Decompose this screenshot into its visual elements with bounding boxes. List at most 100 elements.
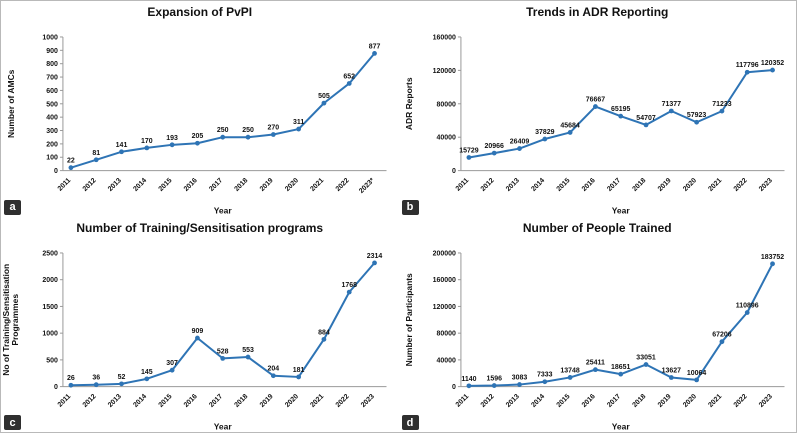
svg-text:553: 553 bbox=[242, 347, 254, 354]
svg-text:2016: 2016 bbox=[183, 177, 199, 193]
svg-text:2014: 2014 bbox=[530, 392, 546, 408]
svg-text:2011: 2011 bbox=[454, 177, 470, 193]
svg-text:300: 300 bbox=[46, 128, 58, 135]
svg-text:877: 877 bbox=[369, 43, 381, 50]
svg-text:1140: 1140 bbox=[461, 375, 476, 382]
svg-text:200: 200 bbox=[46, 141, 58, 148]
svg-text:505: 505 bbox=[318, 93, 330, 100]
svg-text:145: 145 bbox=[141, 368, 153, 375]
svg-text:1000: 1000 bbox=[42, 330, 58, 337]
svg-text:10064: 10064 bbox=[686, 369, 706, 376]
svg-text:2011: 2011 bbox=[57, 392, 73, 408]
svg-text:26: 26 bbox=[67, 375, 75, 382]
svg-text:600: 600 bbox=[46, 88, 58, 95]
svg-text:2022: 2022 bbox=[335, 177, 351, 193]
svg-text:80000: 80000 bbox=[436, 101, 456, 108]
svg-text:117796: 117796 bbox=[735, 62, 758, 69]
svg-text:2018: 2018 bbox=[234, 392, 250, 408]
svg-text:110896: 110896 bbox=[735, 302, 758, 309]
svg-text:54707: 54707 bbox=[636, 115, 656, 122]
panel-letter-c: c bbox=[4, 415, 21, 430]
svg-text:71233: 71233 bbox=[712, 101, 732, 108]
svg-text:160000: 160000 bbox=[432, 277, 455, 284]
svg-text:25411: 25411 bbox=[585, 359, 604, 366]
panel-letter-d: d bbox=[401, 415, 419, 430]
svg-text:270: 270 bbox=[268, 125, 280, 132]
svg-text:2014: 2014 bbox=[132, 392, 148, 408]
svg-text:0: 0 bbox=[54, 168, 58, 175]
svg-text:193: 193 bbox=[166, 135, 178, 142]
svg-text:2018: 2018 bbox=[631, 392, 647, 408]
svg-text:183752: 183752 bbox=[760, 253, 783, 260]
svg-text:57923: 57923 bbox=[686, 112, 706, 119]
svg-text:204: 204 bbox=[268, 365, 280, 372]
svg-text:2023: 2023 bbox=[360, 392, 376, 408]
svg-text:2013: 2013 bbox=[504, 392, 520, 408]
svg-text:307: 307 bbox=[166, 360, 178, 367]
chart-title-c: Number of Training/Sensitisation program… bbox=[76, 220, 324, 235]
svg-text:2023*: 2023* bbox=[358, 177, 376, 195]
svg-text:909: 909 bbox=[192, 328, 204, 335]
svg-text:2016: 2016 bbox=[183, 392, 199, 408]
svg-text:2023: 2023 bbox=[758, 392, 774, 408]
svg-text:2021: 2021 bbox=[309, 177, 325, 193]
svg-text:2012: 2012 bbox=[82, 392, 98, 408]
svg-text:2016: 2016 bbox=[580, 392, 596, 408]
svg-text:2014: 2014 bbox=[530, 177, 546, 193]
chart-title-a: Expansion of PvPI bbox=[147, 5, 253, 19]
svg-text:2019: 2019 bbox=[259, 177, 275, 193]
svg-text:22: 22 bbox=[67, 158, 75, 165]
svg-text:2023: 2023 bbox=[758, 177, 774, 193]
svg-text:Year: Year bbox=[214, 206, 233, 216]
chart-title-b: Trends in ADR Reporting bbox=[526, 5, 669, 19]
svg-text:65195: 65195 bbox=[611, 106, 631, 113]
svg-text:2021: 2021 bbox=[707, 177, 723, 193]
svg-text:2015: 2015 bbox=[555, 177, 571, 193]
svg-text:1596: 1596 bbox=[486, 375, 502, 382]
svg-text:900: 900 bbox=[46, 48, 58, 55]
svg-text:205: 205 bbox=[192, 133, 204, 140]
svg-text:2021: 2021 bbox=[309, 392, 325, 408]
panel-d: Number of People Trained 0 40000 80000 1200… bbox=[399, 217, 797, 433]
svg-text:2020: 2020 bbox=[682, 177, 698, 193]
svg-text:No of Training/SensitisationPr: No of Training/SensitisationProgrammes bbox=[1, 263, 20, 375]
svg-text:Year: Year bbox=[611, 206, 630, 216]
svg-text:3083: 3083 bbox=[511, 374, 527, 381]
svg-text:2012: 2012 bbox=[479, 392, 495, 408]
svg-text:2018: 2018 bbox=[631, 177, 647, 193]
svg-text:800: 800 bbox=[46, 61, 58, 68]
svg-text:2021: 2021 bbox=[707, 392, 723, 408]
svg-text:2017: 2017 bbox=[208, 392, 224, 408]
line-chart-c: 0 500 1000 1500 2000 2500 2011 2012 2013 2014 2015… bbox=[1, 250, 387, 431]
svg-text:0: 0 bbox=[54, 384, 58, 391]
svg-text:250: 250 bbox=[242, 127, 254, 134]
svg-text:2017: 2017 bbox=[606, 392, 622, 408]
line-chart-a: 0 100 200 300 400 500 600 700 800 900 1000 2011 2012… bbox=[6, 34, 387, 216]
svg-text:1768: 1768 bbox=[341, 282, 357, 289]
svg-text:160000: 160000 bbox=[432, 34, 455, 41]
svg-text:0: 0 bbox=[452, 168, 456, 175]
svg-text:37829: 37829 bbox=[535, 129, 555, 136]
svg-text:1500: 1500 bbox=[42, 303, 58, 310]
svg-text:2018: 2018 bbox=[234, 177, 250, 193]
svg-text:26409: 26409 bbox=[509, 139, 529, 146]
svg-text:2020: 2020 bbox=[682, 392, 698, 408]
svg-text:2000: 2000 bbox=[42, 277, 58, 284]
svg-text:52: 52 bbox=[118, 373, 126, 380]
svg-text:170: 170 bbox=[141, 138, 153, 145]
svg-text:36: 36 bbox=[92, 374, 100, 381]
svg-text:2019: 2019 bbox=[656, 177, 672, 193]
svg-text:2500: 2500 bbox=[42, 250, 58, 257]
svg-text:2015: 2015 bbox=[555, 392, 571, 408]
svg-text:2013: 2013 bbox=[504, 177, 520, 193]
svg-text:71377: 71377 bbox=[661, 101, 681, 108]
svg-text:884: 884 bbox=[318, 329, 330, 336]
svg-text:Number of Participants: Number of Participants bbox=[403, 272, 413, 365]
svg-text:2013: 2013 bbox=[107, 177, 123, 193]
svg-text:40000: 40000 bbox=[436, 357, 456, 364]
svg-text:2013: 2013 bbox=[107, 392, 123, 408]
svg-text:120000: 120000 bbox=[432, 68, 455, 75]
panel-c: Number of Training/Sensitisation program… bbox=[1, 217, 399, 433]
svg-text:2019: 2019 bbox=[259, 392, 275, 408]
